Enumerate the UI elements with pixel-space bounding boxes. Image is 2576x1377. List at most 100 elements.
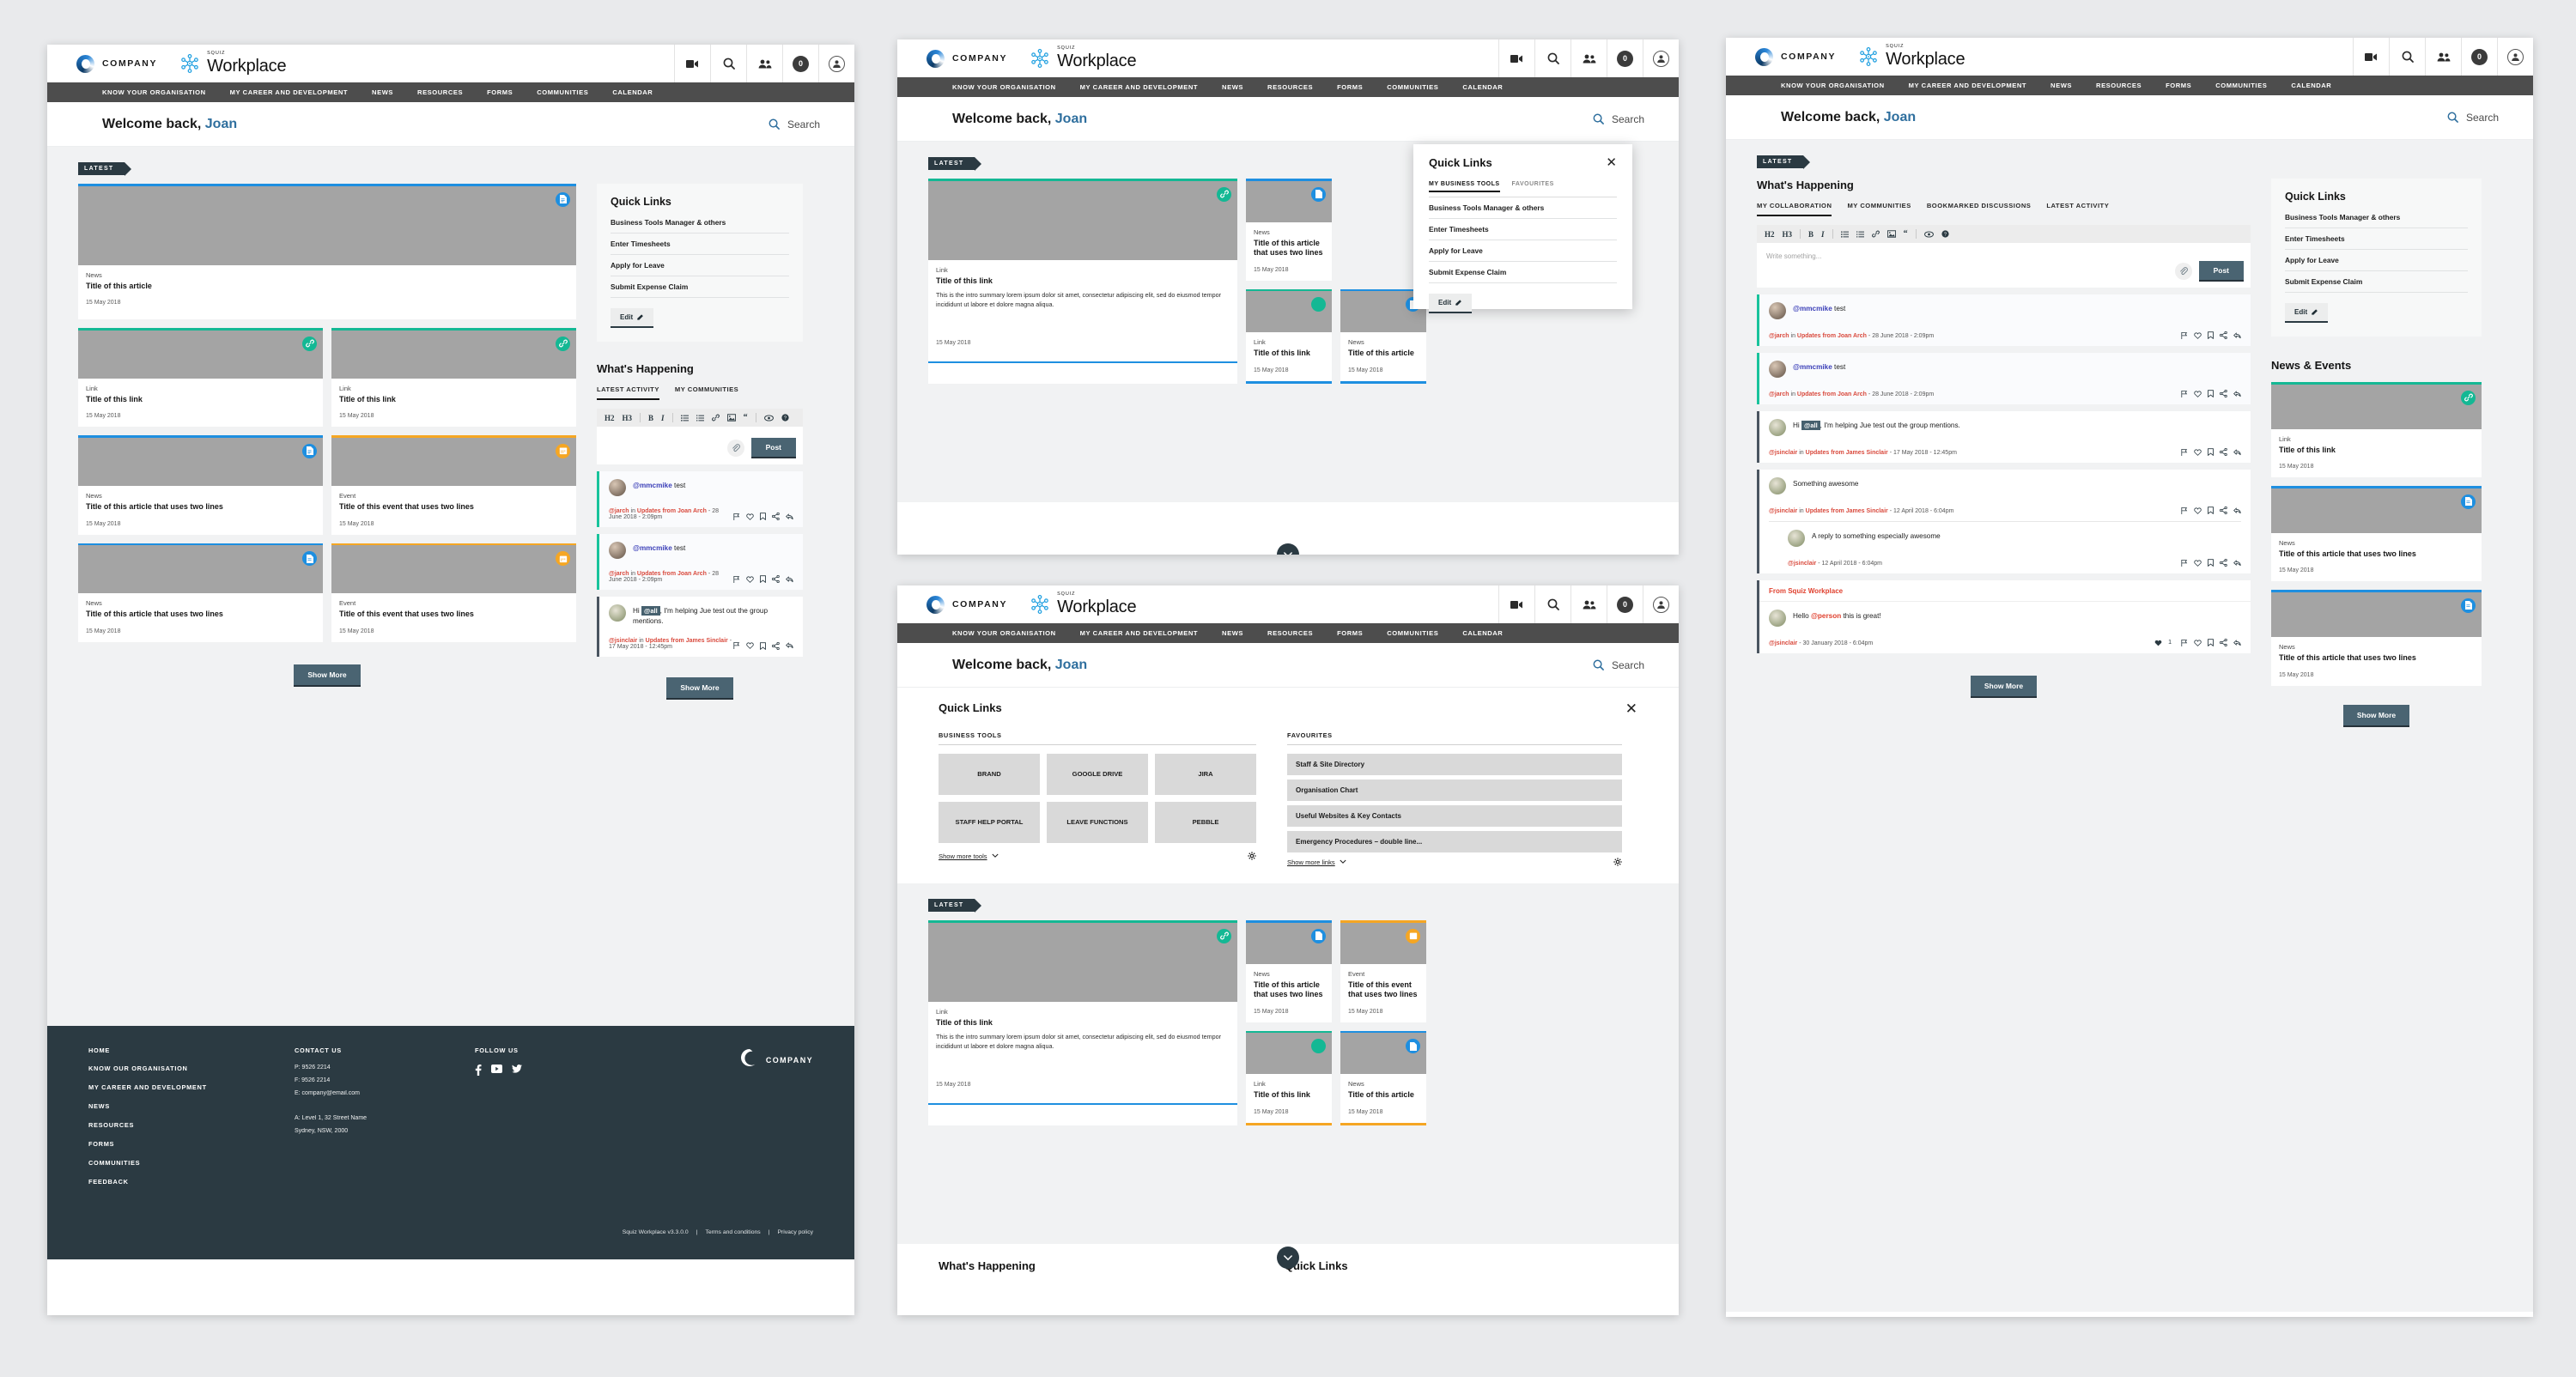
heart-icon[interactable] bbox=[2194, 331, 2202, 339]
show-more-button-feed[interactable]: Show More bbox=[1970, 676, 2038, 698]
bullet-list-icon[interactable] bbox=[1840, 230, 1849, 238]
card-hero-news[interactable]: News Title of this article 15 May 2018 bbox=[78, 184, 576, 320]
card-news-short[interactable]: News Title of this article 15 May 2018 bbox=[1340, 288, 1426, 384]
search-icon[interactable] bbox=[1534, 585, 1571, 623]
bookmark-icon[interactable] bbox=[2208, 390, 2214, 397]
workplace-logo[interactable]: SQUIZ Workplace bbox=[1030, 592, 1137, 616]
share-icon[interactable] bbox=[2220, 639, 2227, 646]
card-link-intro[interactable]: Link Title of this link This is the intr… bbox=[928, 179, 1237, 384]
company-logo[interactable]: COMPANY bbox=[927, 49, 1007, 68]
quick-link-item[interactable]: Submit Expense Claim bbox=[611, 276, 789, 298]
search-icon[interactable] bbox=[1534, 39, 1571, 77]
post-community[interactable]: Updates from James Sinclair bbox=[1805, 450, 1888, 456]
account-icon[interactable] bbox=[2497, 38, 2533, 76]
tool-tile-brand[interactable]: BRAND bbox=[939, 754, 1040, 795]
heart-icon[interactable] bbox=[746, 575, 754, 583]
nav-item-know-your-organisation[interactable]: KNOW YOUR ORGANISATION bbox=[952, 629, 1056, 637]
flag-icon[interactable] bbox=[2181, 559, 2188, 567]
video-icon[interactable] bbox=[2353, 38, 2389, 76]
card-link-1[interactable]: Link Title of this link 15 May 2018 bbox=[2271, 382, 2482, 478]
search-icon[interactable] bbox=[710, 45, 746, 82]
bookmark-icon[interactable] bbox=[2208, 559, 2214, 567]
show-more-tools-link[interactable]: Show more tools bbox=[939, 852, 987, 860]
gear-icon[interactable] bbox=[1613, 858, 1622, 866]
nav-item-news[interactable]: NEWS bbox=[1222, 629, 1244, 637]
nav-item-know-your-organisation[interactable]: KNOW YOUR ORGANISATION bbox=[102, 88, 206, 96]
chevron-down-icon[interactable] bbox=[991, 853, 999, 858]
quick-link-item[interactable]: Apply for Leave bbox=[1429, 240, 1617, 262]
nav-item-resources[interactable]: RESOURCES bbox=[417, 88, 464, 96]
close-icon[interactable]: ✕ bbox=[1625, 701, 1637, 717]
show-more-button-cards[interactable]: Show More bbox=[294, 664, 361, 687]
bookmark-icon[interactable] bbox=[2208, 331, 2214, 339]
favourite-useful-websites[interactable]: Useful Websites & Key Contacts bbox=[1287, 805, 1622, 827]
people-icon[interactable] bbox=[1571, 585, 1607, 623]
tool-tile-google-drive[interactable]: GOOGLE DRIVE bbox=[1047, 754, 1148, 795]
italic-button[interactable]: I bbox=[661, 413, 665, 422]
bookmark-icon[interactable] bbox=[760, 642, 766, 650]
search-icon[interactable] bbox=[2389, 38, 2425, 76]
nav-item-calendar[interactable]: CALENDAR bbox=[612, 88, 653, 96]
notifications-badge[interactable]: 0 bbox=[782, 45, 818, 82]
card-news-3[interactable]: News Title of this article that uses two… bbox=[2271, 590, 2482, 686]
post-community[interactable]: Updates from James Sinclair bbox=[645, 637, 728, 644]
nav-item-forms[interactable]: FORMS bbox=[1337, 629, 1364, 637]
account-icon[interactable] bbox=[1643, 39, 1679, 77]
footer-nav-item[interactable]: FORMS bbox=[88, 1140, 115, 1148]
footer-nav-item[interactable]: NEWS bbox=[88, 1102, 110, 1110]
reply-icon[interactable] bbox=[786, 575, 793, 583]
heart-icon[interactable] bbox=[2194, 559, 2202, 567]
notifications-badge[interactable]: 0 bbox=[1607, 39, 1643, 77]
people-icon[interactable] bbox=[1571, 39, 1607, 77]
share-icon[interactable] bbox=[772, 641, 780, 650]
nav-item-news[interactable]: NEWS bbox=[1222, 83, 1244, 91]
post-author[interactable]: @jsinclair bbox=[1769, 508, 1798, 514]
scroll-down-button[interactable] bbox=[1277, 1247, 1299, 1269]
post-mention[interactable]: @mmcmike bbox=[1793, 363, 1832, 371]
show-more-button-news[interactable]: Show More bbox=[2342, 704, 2410, 727]
tab-my-communities[interactable]: MY COMMUNITIES bbox=[674, 385, 739, 393]
footer-nav-item[interactable]: KNOW OUR ORGANISATION bbox=[88, 1065, 188, 1072]
quick-link-item[interactable]: Business Tools Manager & others bbox=[1429, 197, 1617, 219]
post-community[interactable]: Updates from Joan Arch bbox=[636, 571, 707, 577]
bookmark-icon[interactable] bbox=[760, 513, 766, 520]
quick-link-item[interactable]: Enter Timesheets bbox=[611, 234, 789, 255]
h3-button[interactable]: H3 bbox=[622, 413, 633, 422]
footer-nav-item[interactable]: FEEDBACK bbox=[88, 1178, 129, 1186]
reply-icon[interactable] bbox=[2233, 639, 2241, 646]
card-news-2lines[interactable]: News Title of this article that uses two… bbox=[1246, 920, 1332, 1022]
card-link-2[interactable]: Link Title of this link 15 May 2018 bbox=[331, 328, 576, 428]
image-icon[interactable] bbox=[1886, 230, 1896, 238]
share-icon[interactable] bbox=[2220, 559, 2227, 567]
heart-icon[interactable] bbox=[2194, 448, 2202, 456]
group-mention-chip[interactable]: @all bbox=[1801, 421, 1820, 430]
bold-button[interactable]: B bbox=[1808, 229, 1814, 239]
group-mention-chip[interactable]: @all bbox=[641, 606, 660, 616]
card-link-intro[interactable]: Link Title of this link This is the intr… bbox=[928, 920, 1237, 1125]
nav-item-resources[interactable]: RESOURCES bbox=[2096, 82, 2142, 89]
share-icon[interactable] bbox=[2220, 507, 2227, 514]
heart-icon[interactable] bbox=[2194, 507, 2202, 514]
nav-item-my-career-and-development[interactable]: MY CAREER AND DEVELOPMENT bbox=[1079, 629, 1199, 637]
nav-item-news[interactable]: NEWS bbox=[372, 88, 394, 96]
footer-nav-item[interactable]: COMMUNITIES bbox=[88, 1159, 141, 1167]
quick-link-item[interactable]: Submit Expense Claim bbox=[2285, 271, 2468, 293]
post-author[interactable]: @jarch bbox=[609, 571, 629, 577]
video-icon[interactable] bbox=[1498, 39, 1534, 77]
post-button[interactable]: Post bbox=[2198, 261, 2244, 282]
search-input[interactable]: Search bbox=[1593, 113, 1644, 125]
flag-icon[interactable] bbox=[2181, 639, 2188, 646]
flag-icon[interactable] bbox=[733, 575, 740, 583]
nav-item-know-your-organisation[interactable]: KNOW YOUR ORGANISATION bbox=[1781, 82, 1885, 89]
footer-privacy-link[interactable]: Privacy policy bbox=[777, 1229, 813, 1235]
search-input[interactable]: Search bbox=[2447, 112, 2499, 124]
reply-icon[interactable] bbox=[2233, 331, 2241, 339]
numbered-list-icon[interactable] bbox=[1856, 230, 1864, 238]
help-icon[interactable]: ? bbox=[1941, 230, 1949, 238]
card-teal-dot[interactable]: Link Title of this link 15 May 2018 bbox=[1246, 288, 1332, 384]
post-author[interactable]: @jsinclair bbox=[1769, 640, 1798, 646]
image-icon[interactable] bbox=[726, 414, 736, 422]
reply-icon[interactable] bbox=[2233, 559, 2241, 567]
footer-email[interactable]: E: company@email.com bbox=[295, 1090, 360, 1096]
nav-item-calendar[interactable]: CALENDAR bbox=[1462, 83, 1504, 91]
